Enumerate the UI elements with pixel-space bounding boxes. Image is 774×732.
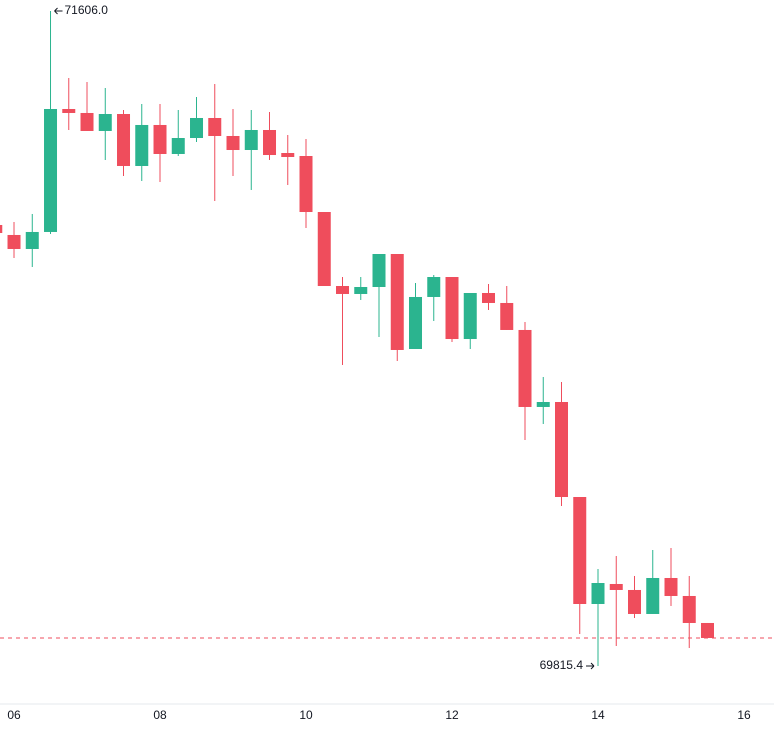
candle-body xyxy=(135,124,149,166)
candle-body xyxy=(171,138,185,154)
candle-body xyxy=(463,292,477,340)
candle-body xyxy=(518,329,532,407)
candle-body xyxy=(372,254,386,287)
x-tick-label: 16 xyxy=(737,708,751,722)
candle-body xyxy=(226,135,240,151)
candle-body xyxy=(80,112,94,131)
candle-body xyxy=(591,583,605,604)
candle-body xyxy=(445,277,459,340)
candle-body xyxy=(299,156,313,213)
candle-body xyxy=(62,108,76,113)
candle-body xyxy=(25,231,39,249)
candle-body xyxy=(500,302,514,330)
candle-body xyxy=(682,595,696,623)
annotation-arrow xyxy=(54,7,63,15)
candle-body xyxy=(190,117,204,139)
candle-body xyxy=(427,277,441,297)
candle-body xyxy=(281,153,295,157)
candle-body xyxy=(117,114,131,166)
x-tick-label: 10 xyxy=(299,708,313,722)
candle-body xyxy=(573,497,587,604)
candle-body xyxy=(664,577,678,596)
candle-body xyxy=(317,212,331,287)
x-tick-label: 12 xyxy=(445,708,459,722)
candle-body xyxy=(555,402,569,498)
candle-body xyxy=(536,402,550,407)
annotation-label: 71606.0 xyxy=(65,3,109,17)
candle-body xyxy=(44,108,58,232)
x-tick-label: 14 xyxy=(591,708,605,722)
candle-body xyxy=(153,124,167,154)
annotation-arrow xyxy=(586,662,595,670)
candle-body xyxy=(482,292,496,303)
candle-body xyxy=(354,286,368,294)
candle-body xyxy=(244,129,258,151)
candle-body xyxy=(336,286,350,294)
candle-body xyxy=(409,296,423,349)
candle-body xyxy=(7,234,21,249)
candle-body xyxy=(208,117,222,136)
candle-body xyxy=(609,583,623,590)
candle-body xyxy=(0,224,3,234)
candle-body xyxy=(98,114,112,131)
x-tick-label: 08 xyxy=(153,708,167,722)
annotation-label: 69815.4 xyxy=(540,658,584,672)
candle-body xyxy=(646,577,660,614)
candle-body xyxy=(700,622,714,638)
candle-body xyxy=(263,129,277,156)
x-tick-label: 06 xyxy=(7,708,21,722)
candle-body xyxy=(390,254,404,350)
candle-body xyxy=(628,589,642,614)
